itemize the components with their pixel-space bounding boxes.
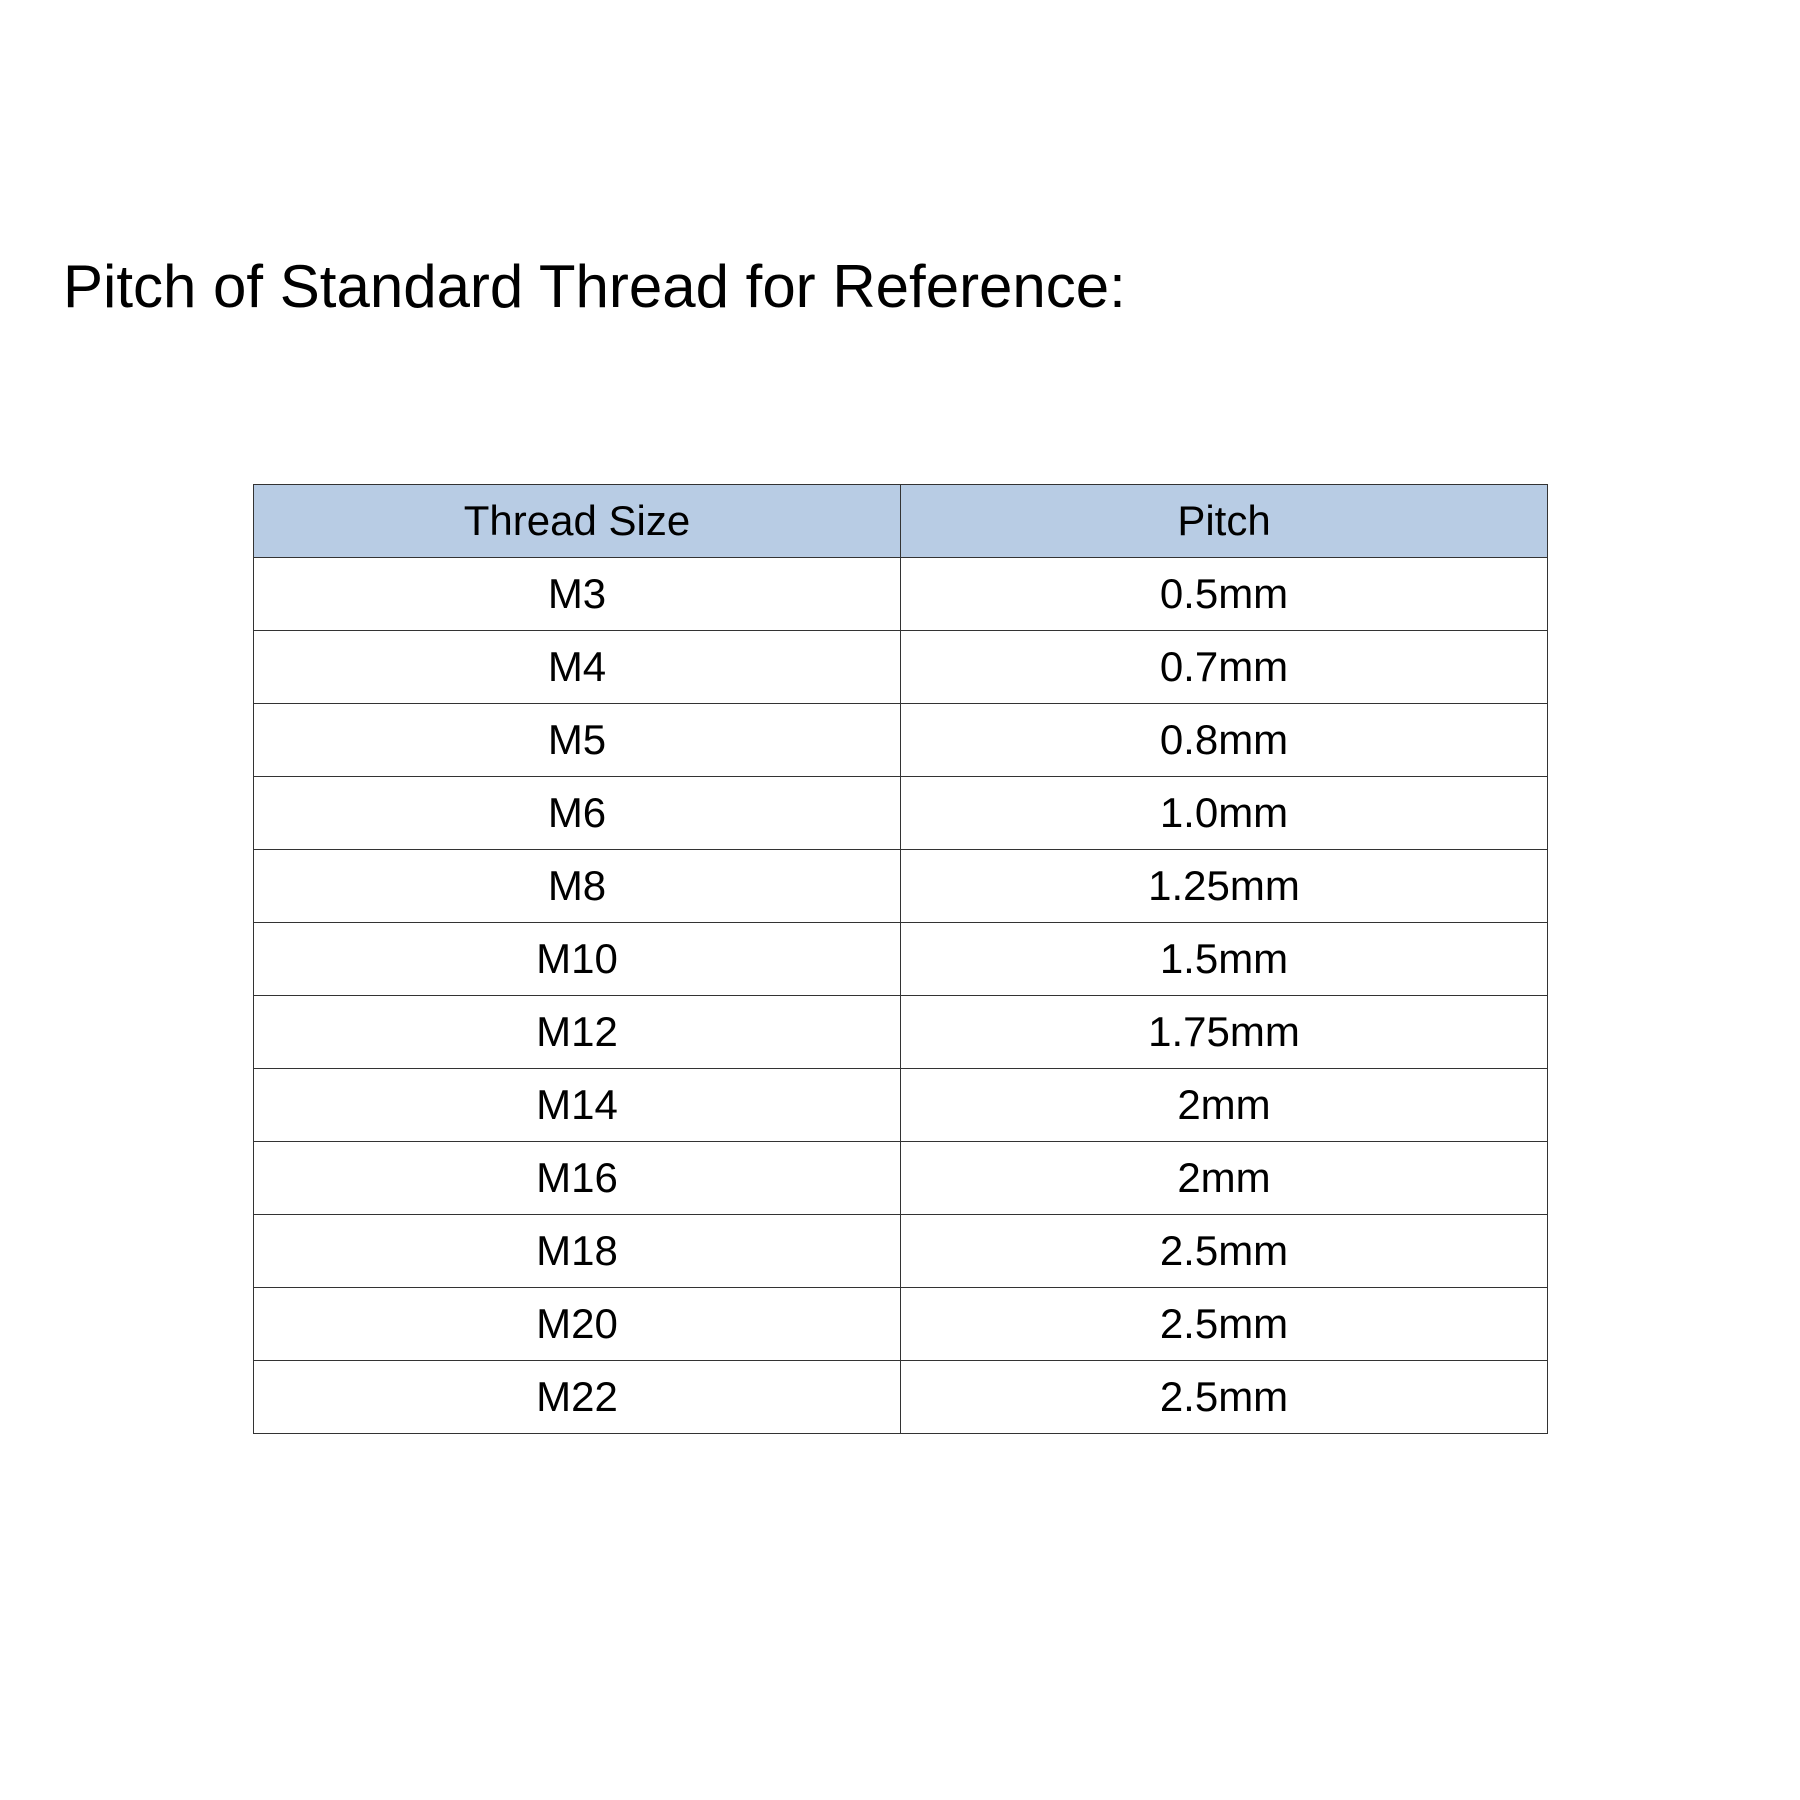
pitch-cell: 1.0mm	[900, 776, 1548, 850]
header-thread-size: Thread Size	[253, 484, 901, 558]
table-row: M18 2.5mm	[253, 1214, 1548, 1288]
pitch-cell: 0.8mm	[900, 703, 1548, 777]
pitch-cell: 0.7mm	[900, 630, 1548, 704]
pitch-cell: 2.5mm	[900, 1214, 1548, 1288]
thread-pitch-table: Thread Size Pitch M3 0.5mm M4 0.7mm M5 0.8mm M…	[253, 484, 1548, 1434]
table-row: M3 0.5mm	[253, 557, 1548, 631]
table-row: M20 2.5mm	[253, 1287, 1548, 1361]
pitch-cell: 2.5mm	[900, 1360, 1548, 1434]
thread-size-cell: M5	[253, 703, 901, 777]
thread-size-cell: M22	[253, 1360, 901, 1434]
thread-size-cell: M12	[253, 995, 901, 1069]
table-header-row: Thread Size Pitch	[253, 484, 1548, 558]
table-row: M12 1.75mm	[253, 995, 1548, 1069]
header-pitch: Pitch	[900, 484, 1548, 558]
table-row: M4 0.7mm	[253, 630, 1548, 704]
thread-size-cell: M3	[253, 557, 901, 631]
thread-size-cell: M18	[253, 1214, 901, 1288]
pitch-cell: 2mm	[900, 1068, 1548, 1142]
pitch-cell: 1.75mm	[900, 995, 1548, 1069]
table-row: M22 2.5mm	[253, 1360, 1548, 1434]
table-row: M5 0.8mm	[253, 703, 1548, 777]
thread-size-cell: M8	[253, 849, 901, 923]
thread-size-cell: M20	[253, 1287, 901, 1361]
thread-size-cell: M10	[253, 922, 901, 996]
pitch-cell: 1.25mm	[900, 849, 1548, 923]
table-row: M14 2mm	[253, 1068, 1548, 1142]
table-row: M10 1.5mm	[253, 922, 1548, 996]
table-row: M6 1.0mm	[253, 776, 1548, 850]
pitch-cell: 1.5mm	[900, 922, 1548, 996]
table-row: M16 2mm	[253, 1141, 1548, 1215]
thread-size-cell: M6	[253, 776, 901, 850]
thread-size-cell: M4	[253, 630, 901, 704]
page-title: Pitch of Standard Thread for Reference:	[63, 253, 1126, 320]
thread-size-cell: M14	[253, 1068, 901, 1142]
pitch-cell: 0.5mm	[900, 557, 1548, 631]
table-row: M8 1.25mm	[253, 849, 1548, 923]
pitch-cell: 2.5mm	[900, 1287, 1548, 1361]
pitch-cell: 2mm	[900, 1141, 1548, 1215]
thread-size-cell: M16	[253, 1141, 901, 1215]
